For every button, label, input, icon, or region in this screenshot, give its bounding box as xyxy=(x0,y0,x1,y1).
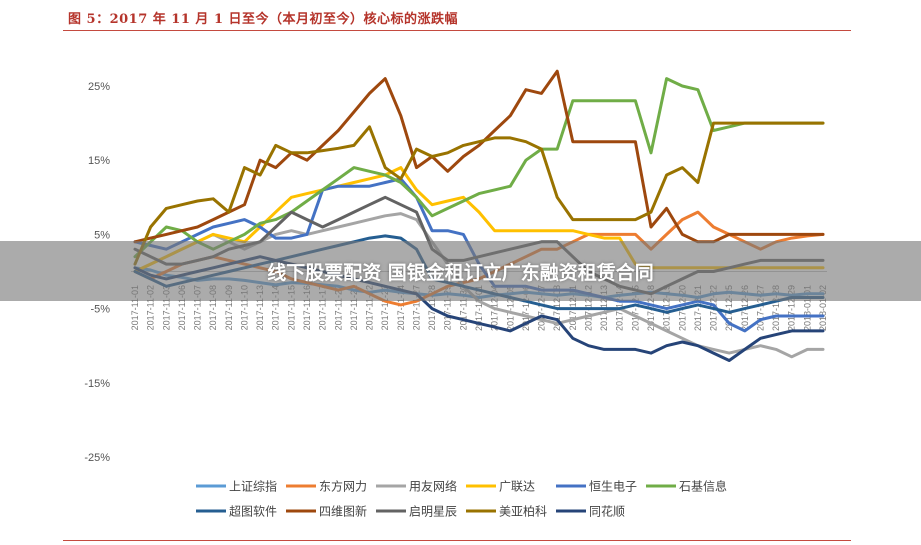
figure-title: 图 5：2017 年 11 月 1 日至今（本月初至今）核心标的涨跌幅 xyxy=(68,12,459,27)
x-tick-label: 2017-11-01 xyxy=(130,285,140,330)
x-tick-label: 2017-12-06 xyxy=(521,285,531,331)
x-tick-label: 2017-12-07 xyxy=(537,285,547,331)
y-tick-label: -5% xyxy=(90,304,110,316)
x-tick-label: 2017-11-21 xyxy=(349,285,359,330)
x-tick-label: 2017-12-05 xyxy=(505,285,515,331)
x-tick-label: 2017-11-13 xyxy=(255,285,265,330)
legend-label: 恒生电子 xyxy=(589,480,637,494)
legend-label: 广联达 xyxy=(499,480,535,494)
title-rule xyxy=(63,30,851,31)
x-tick-label: 2017-11-06 xyxy=(177,285,187,330)
legend-label: 用友网络 xyxy=(409,479,457,494)
legend-label: 东方网力 xyxy=(319,479,367,494)
legend-label: 启明星辰 xyxy=(409,505,457,519)
x-tick-label: 2017-11-20 xyxy=(333,285,343,330)
legend-label: 石基信息 xyxy=(679,479,727,494)
bottom-rule xyxy=(63,540,851,541)
x-tick-label: 2017-11-22 xyxy=(365,285,375,330)
series-line xyxy=(133,69,825,244)
banner-text: 线下股票配资 国银金租订立广东融资租赁合同 xyxy=(267,261,654,284)
x-tick-label: 2017-11-24 xyxy=(396,285,406,330)
x-tick-label: 2017-11-29 xyxy=(443,285,453,330)
x-tick-label: 2017-11-08 xyxy=(208,285,218,330)
x-tick-label: 2017-12-01 xyxy=(474,285,484,331)
x-tick-label: 2017-11-03 xyxy=(161,285,171,330)
legend-label: 上证综指 xyxy=(229,479,277,494)
y-tick-label: 5% xyxy=(94,229,110,241)
x-tick-label: 2017-11-02 xyxy=(146,285,156,330)
y-tick-label: -15% xyxy=(84,378,110,390)
x-tick-label: 2017-11-30 xyxy=(458,285,468,330)
legend-label: 同花顺 xyxy=(589,504,625,519)
y-tick-label: -25% xyxy=(84,452,110,464)
x-tick-label: 2017-12-29 xyxy=(787,285,797,331)
x-tick-label: 2017-11-16 xyxy=(302,285,312,330)
y-tick-label: 15% xyxy=(88,155,110,167)
legend-label: 超图软件 xyxy=(229,504,277,519)
x-tick-label: 2018-01-01 xyxy=(802,285,812,331)
x-tick-label: 2017-11-09 xyxy=(224,285,234,330)
x-tick-label: 2017-11-10 xyxy=(239,285,249,330)
x-tick-label: 2017-11-23 xyxy=(380,285,390,330)
series-line xyxy=(133,77,825,259)
x-tick-label: 2017-11-17 xyxy=(318,285,328,330)
series-line xyxy=(133,121,825,266)
legend-label: 美亚柏科 xyxy=(499,504,547,519)
x-tick-label: 2017-11-14 xyxy=(271,285,281,330)
x-tick-label: 2017-12-27 xyxy=(755,285,765,331)
y-tick-label: 25% xyxy=(88,81,110,93)
x-tick-label: 2017-12-21 xyxy=(693,285,703,331)
x-tick-label: 2017-12-28 xyxy=(771,285,781,331)
x-tick-label: 2018-01-02 xyxy=(818,285,828,331)
overlay-banner: 线下股票配资 国银金租订立广东融资租赁合同 xyxy=(0,241,921,301)
x-tick-label: 2017-11-07 xyxy=(193,285,203,330)
x-tick-label: 2017-11-15 xyxy=(286,285,296,330)
x-tick-label: 2017-11-27 xyxy=(411,285,421,330)
x-tick-label: 2017-12-25 xyxy=(724,285,734,331)
x-tick-label: 2017-12-15 xyxy=(630,285,640,331)
legend-label: 四维图新 xyxy=(319,504,367,519)
